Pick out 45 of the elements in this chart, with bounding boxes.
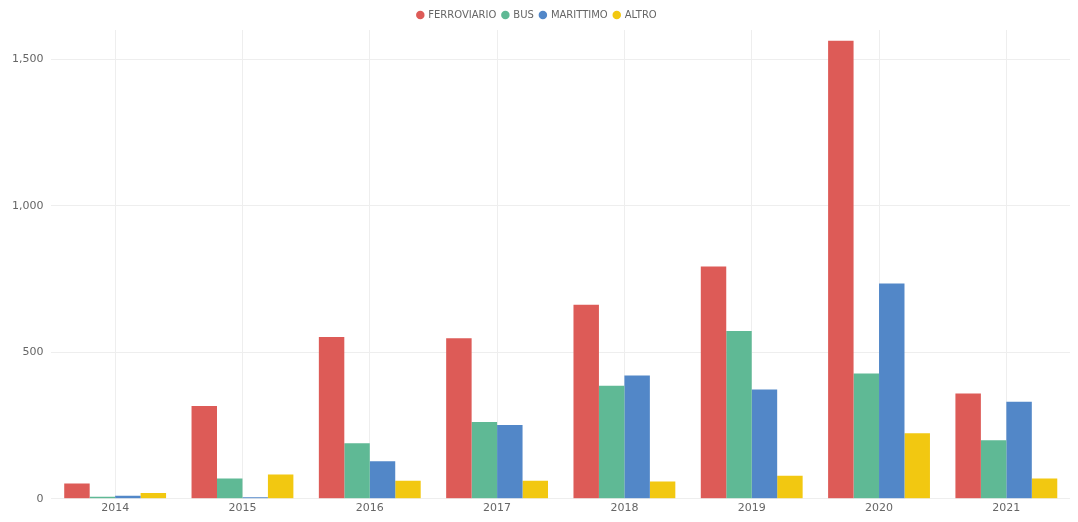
bar: [853, 373, 880, 499]
bar: [344, 443, 370, 499]
bar: [522, 480, 549, 499]
bar: [598, 385, 625, 499]
bar: [980, 440, 1007, 499]
bar: [879, 283, 905, 499]
y-tick-label: 1,000: [11, 198, 44, 212]
bar: [828, 40, 854, 499]
bar: [369, 461, 396, 499]
bar: [904, 433, 930, 499]
legend-label: BUS: [513, 8, 534, 20]
x-tick-label: 2021: [992, 501, 1021, 515]
bar: [267, 474, 294, 499]
legend-label: ALTRO: [624, 8, 657, 20]
bar: [191, 405, 217, 499]
x-tick-label: 2020: [865, 501, 894, 515]
bar: [471, 422, 498, 499]
bar: [649, 481, 676, 499]
legend-label: FERROVIARIO: [428, 8, 497, 20]
y-tick-label: 1,500: [11, 52, 44, 66]
bar: [64, 483, 90, 499]
bar: [751, 389, 778, 499]
x-tick-label: 2018: [610, 501, 639, 515]
bar: [140, 492, 167, 499]
bar: [955, 393, 981, 499]
bar: [777, 475, 803, 499]
legend-label: MARITTIMO: [550, 8, 608, 20]
bar: [318, 337, 345, 499]
x-tick-label: 2016: [355, 501, 384, 515]
bar: [573, 304, 599, 499]
bar: [1006, 401, 1032, 499]
x-tick-label: 2019: [737, 501, 766, 515]
x-tick-label: 2014: [101, 501, 130, 515]
bar: [1031, 478, 1058, 499]
bar: [446, 338, 472, 499]
y-tick-label: 0: [36, 491, 44, 505]
bar: [726, 330, 752, 499]
x-tick-label: 2015: [228, 501, 257, 515]
bar: [217, 478, 243, 499]
bar: [497, 424, 523, 499]
bar: [395, 480, 421, 499]
bar: [700, 266, 727, 499]
x-tick-label: 2017: [483, 501, 512, 515]
bar: [624, 375, 650, 499]
y-tick-label: 500: [22, 345, 44, 359]
